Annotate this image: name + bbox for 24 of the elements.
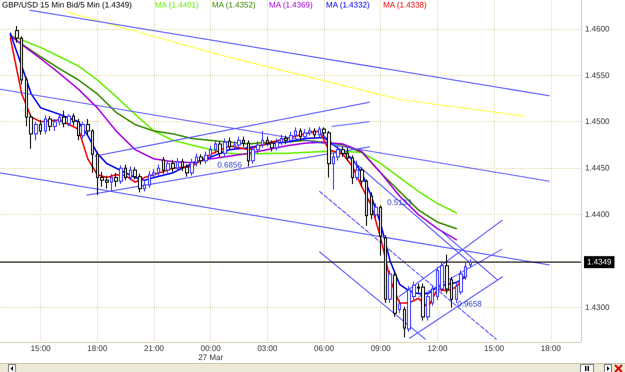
- text: MA (1.4352): [212, 0, 256, 10]
- y-tick-label: 1.4500: [585, 117, 610, 126]
- y-tick-label: 1.4550: [585, 70, 610, 80]
- text: MA (1.4401): [155, 0, 199, 10]
- ref-line-label: 1.4349: [587, 258, 612, 267]
- x-tick-label: 18:00: [87, 344, 108, 353]
- y-tick-label: 1.4450: [585, 164, 610, 173]
- x-tick-label: 00:00 27 Mar: [198, 344, 224, 362]
- y-tick-label: 1.4600: [585, 24, 610, 34]
- x-tick-label: 18:00: [540, 344, 562, 353]
- x-tick-label: 06:00: [314, 344, 335, 353]
- x-tick-label: 21:00: [144, 344, 165, 353]
- x-tick-label: 15:00: [30, 344, 52, 353]
- x-tick-label: 12:00: [427, 344, 448, 353]
- x-tick-label: 15:00: [484, 344, 505, 353]
- x-tick-label: 03:00: [257, 344, 278, 353]
- y-tick-label: 1.4300: [585, 303, 610, 312]
- annotation: 0.6856: [217, 160, 242, 170]
- x-tick-label: 09:00: [370, 344, 392, 353]
- chart-title: GBP/USD 15 Min Bid/5 Min (1.4349): [2, 0, 132, 10]
- text: MA (1.4369): [269, 0, 313, 10]
- text: MA (1.4338): [383, 0, 427, 10]
- text: MA (1.4332): [326, 0, 370, 10]
- y-tick-label: 1.4400: [585, 210, 610, 220]
